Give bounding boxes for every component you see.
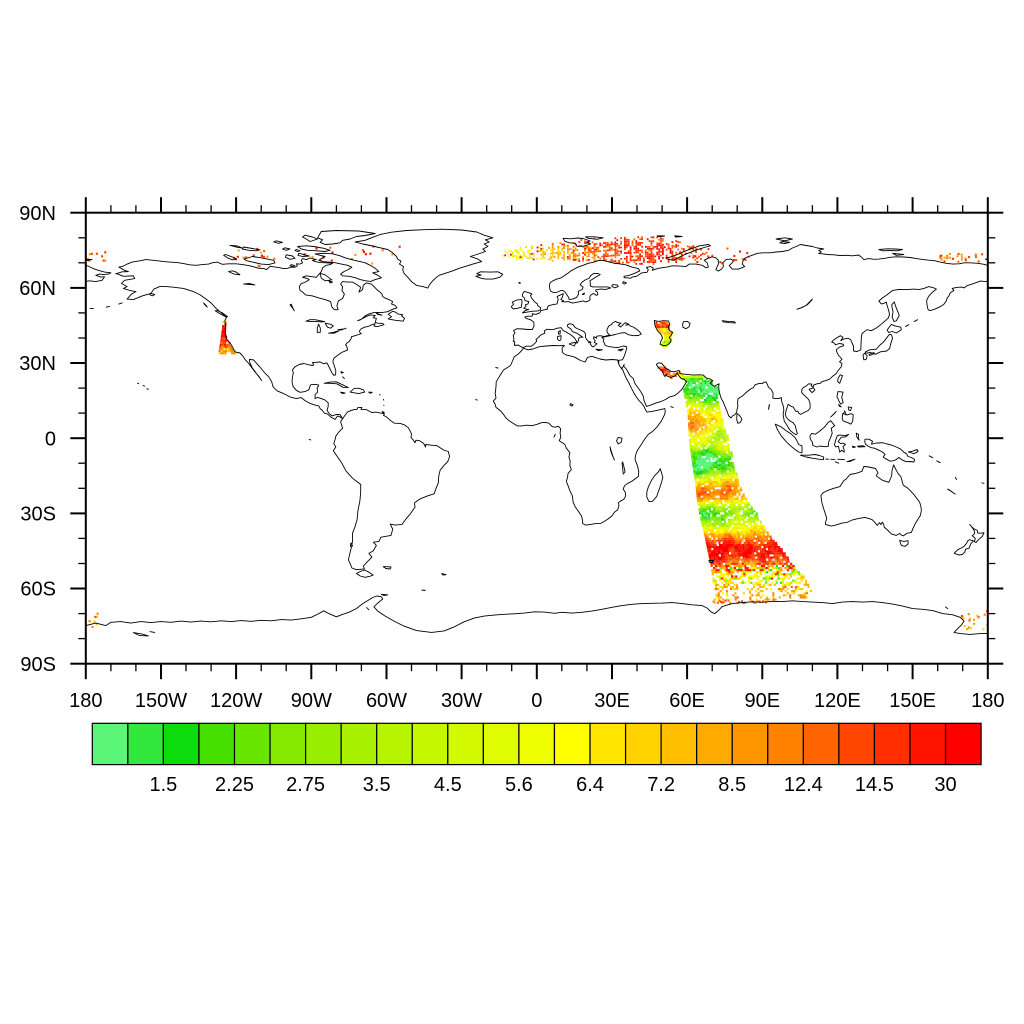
- svg-text:180: 180: [971, 690, 1004, 712]
- svg-text:150W: 150W: [135, 690, 187, 712]
- svg-text:90S: 90S: [20, 654, 56, 676]
- svg-text:3.5: 3.5: [363, 774, 391, 796]
- svg-text:60S: 60S: [20, 579, 56, 601]
- svg-text:180: 180: [69, 690, 102, 712]
- svg-text:6.4: 6.4: [576, 774, 604, 796]
- svg-text:150E: 150E: [889, 690, 936, 712]
- svg-text:60E: 60E: [669, 690, 705, 712]
- svg-text:30S: 30S: [20, 504, 56, 526]
- svg-text:1.5: 1.5: [149, 774, 177, 796]
- svg-text:30E: 30E: [594, 690, 630, 712]
- svg-text:4.5: 4.5: [434, 774, 462, 796]
- svg-text:30: 30: [934, 774, 956, 796]
- svg-text:5.6: 5.6: [505, 774, 533, 796]
- svg-text:30W: 30W: [441, 690, 482, 712]
- svg-text:12.4: 12.4: [784, 774, 823, 796]
- svg-text:120E: 120E: [814, 690, 861, 712]
- svg-text:14.5: 14.5: [855, 774, 894, 796]
- svg-text:60W: 60W: [366, 690, 407, 712]
- svg-text:60N: 60N: [19, 278, 56, 300]
- svg-text:0: 0: [45, 428, 56, 450]
- svg-text:0: 0: [531, 690, 542, 712]
- svg-text:90N: 90N: [19, 203, 56, 225]
- svg-text:2.75: 2.75: [286, 774, 325, 796]
- svg-text:120W: 120W: [210, 690, 262, 712]
- svg-text:30N: 30N: [19, 353, 56, 375]
- svg-text:90W: 90W: [291, 690, 332, 712]
- svg-text:8.5: 8.5: [718, 774, 746, 796]
- svg-text:2.25: 2.25: [215, 774, 254, 796]
- svg-text:90E: 90E: [745, 690, 781, 712]
- svg-text:7.2: 7.2: [647, 774, 675, 796]
